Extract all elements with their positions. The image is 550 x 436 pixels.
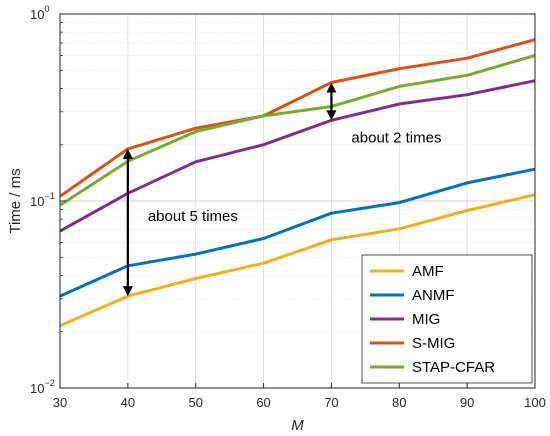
x-tick-label: 40	[121, 395, 135, 410]
annotation-arrow-head-up	[326, 82, 337, 93]
y-tick-label: 10−1	[30, 191, 55, 209]
legend-entry-anmf: ANMF	[412, 287, 455, 304]
x-tick-label: 30	[53, 395, 67, 410]
axis-ticks: 30 40 50 60 70 80 90 100 10−2 10−1 100	[30, 4, 546, 410]
series-lines	[59, 38, 536, 328]
legend-entry-stap-cfar: STAP-CFAR	[412, 359, 495, 376]
annotation-arrow-head-down	[326, 110, 337, 121]
series-line-mig	[59, 79, 536, 233]
x-tick-label: 100	[524, 395, 546, 410]
x-tick-label: 90	[460, 395, 474, 410]
y-tick-label: 10−2	[30, 378, 55, 396]
x-tick-label: 50	[188, 395, 202, 410]
series-line-s-mig	[59, 38, 536, 198]
x-axis-label: M	[291, 417, 304, 434]
x-tick-label: 60	[256, 395, 270, 410]
legend-entry-mig: MIG	[412, 311, 440, 328]
series-line-amf	[59, 193, 536, 328]
series-line-stap-cfar	[59, 54, 536, 207]
series-line-anmf	[59, 167, 536, 298]
y-axis-label: Time / ms	[7, 168, 24, 233]
annotation-label: about 2 times	[351, 130, 441, 147]
annotation-arrow-head-up	[122, 148, 133, 159]
annotations: about 5 times about 2 times	[122, 82, 441, 297]
legend: AMF ANMF MIG S-MIG STAP-CFAR	[361, 254, 533, 384]
legend-entry-amf: AMF	[412, 263, 444, 280]
annotation-label: about 5 times	[148, 208, 238, 225]
x-tick-label: 80	[392, 395, 406, 410]
annotation-arrow-head-down	[122, 286, 133, 297]
legend-entry-s-mig: S-MIG	[412, 335, 455, 352]
y-tick-label: 100	[30, 4, 49, 22]
x-tick-label: 70	[324, 395, 338, 410]
